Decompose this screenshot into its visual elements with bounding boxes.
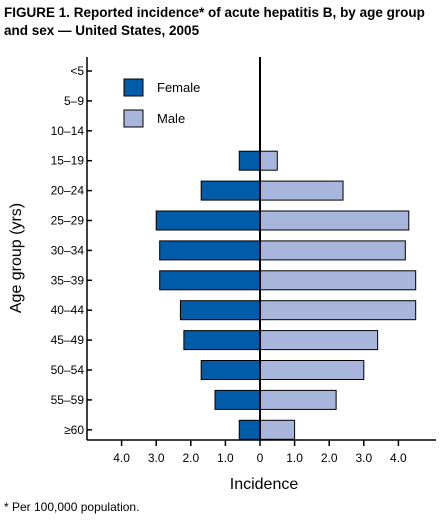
bar-female-45-49: [183, 330, 261, 351]
bar-male-20-24: [259, 180, 344, 201]
bar-male-40-44: [259, 300, 417, 321]
bar-female-20-24: [200, 180, 261, 201]
x-tick-label: 4.0: [390, 451, 407, 465]
bar-female-40-44: [179, 300, 261, 321]
y-tick-label: 40–44: [51, 303, 85, 317]
female-bars: [155, 150, 261, 440]
y-tick-label: 15–19: [51, 154, 85, 168]
y-tick-label: 45–49: [51, 333, 85, 347]
y-tick-labels: <5 5–9 10–14 15–19 20–24 25–29 30–34 35–39 40–44…: [51, 64, 85, 437]
x-tick-label: 0: [257, 451, 264, 465]
figure-title: FIGURE 1. Reported incidence* of acute h…: [4, 5, 425, 38]
bar-female-35-39: [159, 270, 261, 291]
bar-male-50-54: [259, 360, 365, 380]
bar-female-55-59: [214, 389, 261, 410]
x-axis-title: Incidence: [230, 476, 299, 493]
y-tick-label: 20–24: [51, 184, 85, 198]
footnote: * Per 100,000 population.: [4, 500, 140, 514]
y-axis-title: Age group (yrs): [8, 203, 25, 313]
x-tick-labels: 4.0 3.0 2.0 1.0 0 1.0 2.0 3.0 4.0: [113, 451, 407, 465]
y-tick-label: 25–29: [51, 214, 85, 228]
legend-swatch-female: [123, 78, 144, 97]
y-tick-label: 50–54: [51, 363, 85, 377]
y-tick-label: 55–59: [51, 393, 85, 407]
bar-male-over-60: [259, 419, 296, 440]
x-tick-label: 3.0: [355, 451, 372, 465]
bar-female-30-34: [159, 240, 261, 261]
x-tick-label: 2.0: [321, 451, 338, 465]
male-bars: [259, 150, 417, 440]
bar-male-35-39: [259, 270, 417, 291]
bar-male-30-34: [259, 240, 406, 261]
bar-female-over-60: [238, 419, 261, 440]
bar-female-25-29: [155, 210, 261, 231]
axes: [86, 57, 436, 446]
y-tick-label: 10–14: [51, 124, 85, 138]
y-tick-label: <5: [70, 64, 84, 78]
x-tick-label: 2.0: [182, 451, 199, 465]
bar-male-15-19: [259, 150, 278, 171]
x-tick-label: 3.0: [148, 451, 165, 465]
x-tick-label: 4.0: [113, 451, 130, 465]
y-tick-label: 35–39: [51, 273, 85, 287]
bar-male-25-29: [259, 210, 410, 231]
legend-swatch-male: [123, 109, 144, 128]
legend-label-male: Male: [157, 111, 185, 126]
legend: Female Male: [123, 78, 200, 128]
bar-male-45-49: [259, 330, 379, 351]
bar-male-55-59: [259, 389, 337, 410]
bar-female-15-19: [238, 150, 261, 171]
y-tick-label: 5–9: [64, 94, 84, 108]
x-tick-label: 1.0: [286, 451, 303, 465]
legend-label-female: Female: [157, 80, 200, 95]
y-tick-label: ≥60: [64, 423, 84, 437]
x-tick-label: 1.0: [217, 451, 234, 465]
y-tick-label: 30–34: [51, 243, 85, 257]
bar-female-50-54: [200, 360, 261, 380]
